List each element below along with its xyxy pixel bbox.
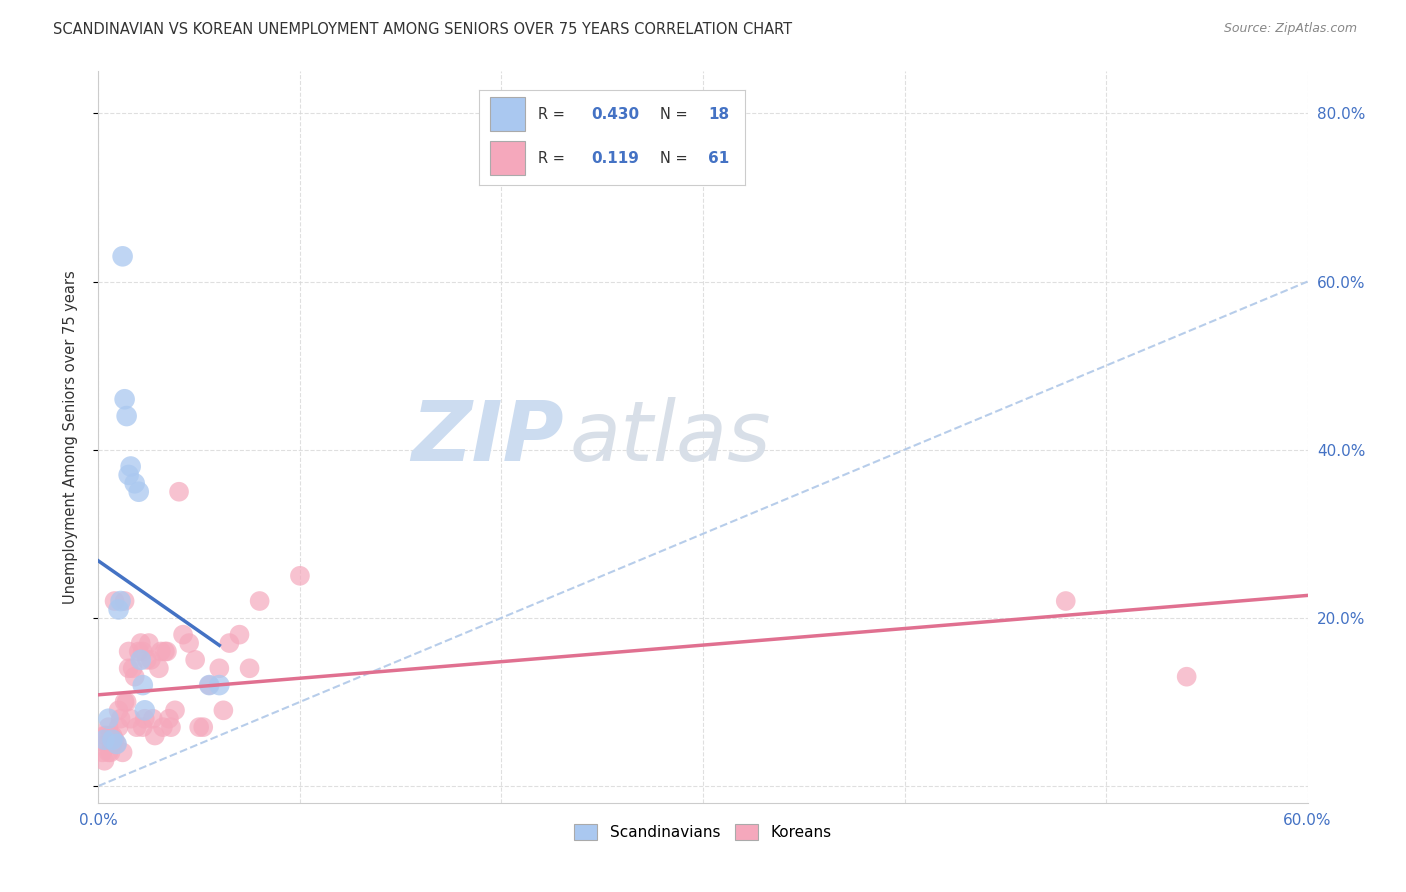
Point	[143, 729, 166, 743]
Point	[124, 476, 146, 491]
Point	[1175, 670, 1198, 684]
Text: SCANDINAVIAN VS KOREAN UNEMPLOYMENT AMONG SENIORS OVER 75 YEARS CORRELATION CHAR: SCANDINAVIAN VS KOREAN UNEMPLOYMENT AMON…	[53, 22, 793, 37]
Point	[129, 653, 152, 667]
Point	[198, 678, 221, 692]
Point	[208, 678, 231, 692]
Point	[128, 484, 150, 499]
Point	[139, 653, 162, 667]
Point	[100, 745, 122, 759]
Point	[110, 712, 132, 726]
Point	[103, 732, 125, 747]
Text: atlas: atlas	[569, 397, 772, 477]
Point	[121, 661, 143, 675]
Point	[228, 627, 250, 641]
Point	[114, 392, 136, 407]
Point	[129, 636, 152, 650]
Point	[288, 569, 311, 583]
Point	[107, 602, 129, 616]
Point	[115, 695, 138, 709]
Point	[152, 720, 174, 734]
Point	[111, 249, 134, 263]
Point	[93, 754, 115, 768]
Point	[160, 720, 183, 734]
Point	[128, 644, 150, 658]
Point	[179, 636, 201, 650]
Point	[115, 409, 138, 423]
Point	[163, 703, 186, 717]
Point	[105, 737, 128, 751]
Point	[124, 670, 146, 684]
Point	[110, 594, 132, 608]
Point	[118, 661, 141, 675]
Point	[93, 729, 115, 743]
Point	[167, 484, 190, 499]
Point	[1054, 594, 1077, 608]
Point	[120, 712, 142, 726]
Point	[157, 712, 180, 726]
Y-axis label: Unemployment Among Seniors over 75 years: Unemployment Among Seniors over 75 years	[63, 270, 77, 604]
Point	[249, 594, 271, 608]
Point	[96, 737, 118, 751]
Point	[148, 661, 170, 675]
Point	[114, 695, 136, 709]
Point	[120, 459, 142, 474]
Point	[105, 737, 128, 751]
Text: ZIP: ZIP	[412, 397, 564, 477]
Point	[103, 594, 125, 608]
Point	[91, 745, 114, 759]
Point	[132, 720, 155, 734]
Point	[101, 737, 124, 751]
Point	[132, 644, 155, 658]
Point	[93, 732, 115, 747]
Point	[118, 644, 141, 658]
Point	[97, 745, 120, 759]
Point	[134, 712, 156, 726]
Point	[138, 636, 160, 650]
Text: Source: ZipAtlas.com: Source: ZipAtlas.com	[1223, 22, 1357, 36]
Point	[208, 661, 231, 675]
Point	[114, 594, 136, 608]
Point	[96, 729, 118, 743]
Point	[212, 703, 235, 717]
Point	[239, 661, 262, 675]
Point	[107, 703, 129, 717]
Point	[97, 720, 120, 734]
Point	[188, 720, 211, 734]
Point	[172, 627, 194, 641]
Point	[107, 720, 129, 734]
Point	[193, 720, 215, 734]
Point	[184, 653, 207, 667]
Point	[135, 653, 157, 667]
Point	[100, 729, 122, 743]
Point	[132, 678, 155, 692]
Point	[97, 712, 120, 726]
Point	[118, 467, 141, 482]
Point	[111, 745, 134, 759]
Point	[101, 732, 124, 747]
Point	[149, 644, 172, 658]
Point	[101, 729, 124, 743]
Point	[125, 720, 148, 734]
Point	[142, 712, 165, 726]
Point	[218, 636, 240, 650]
Point	[156, 644, 179, 658]
Point	[153, 644, 176, 658]
Point	[134, 703, 156, 717]
Point	[198, 678, 221, 692]
Legend: Scandinavians, Koreans: Scandinavians, Koreans	[568, 818, 838, 847]
